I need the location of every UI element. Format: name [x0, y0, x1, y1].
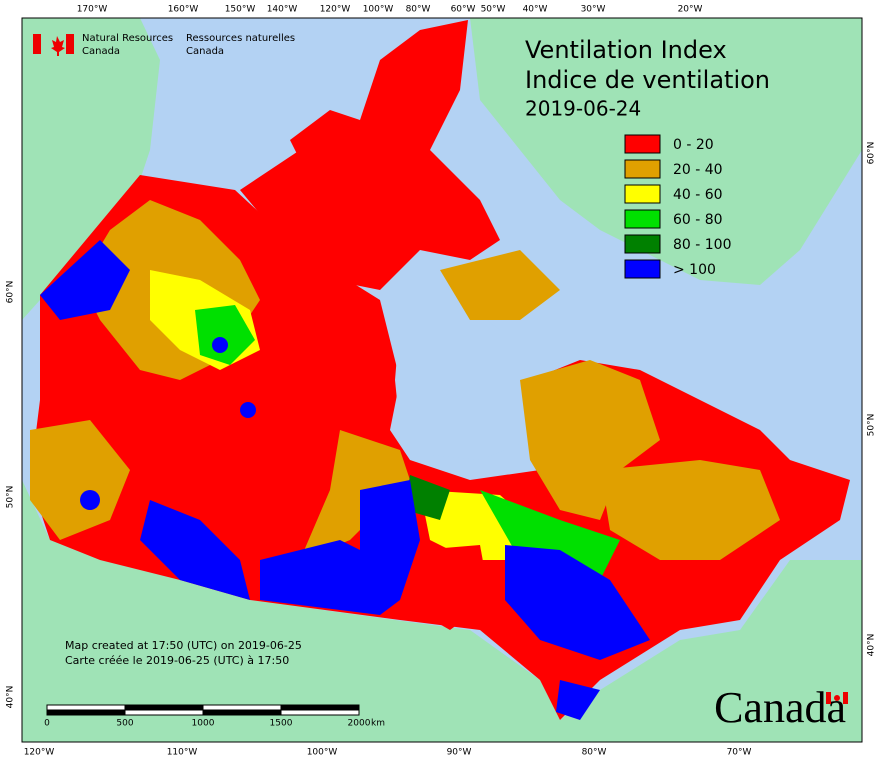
- scale-segment: [280, 704, 360, 711]
- agency-fr: Canada: [186, 46, 224, 57]
- scale-segment: [280, 709, 360, 716]
- bottom-axis-label: 120°W: [24, 748, 55, 758]
- wordmark-flag: [826, 692, 848, 704]
- top-axis-label: 40°W: [523, 5, 548, 15]
- map-frame: [21, 17, 863, 743]
- flag-bar: [66, 34, 74, 54]
- title: Ventilation Index: [525, 36, 727, 64]
- top-axis-label: 140°W: [267, 5, 298, 15]
- credit: Map created at 17:50 (UTC) on 2019-06-25: [65, 639, 302, 652]
- graticule-labels: 170°W 160°W 150°W 140°W 120°W 100°W 80°W 60°W 50…: [6, 5, 877, 758]
- scale-label: 500: [116, 719, 133, 729]
- agency-en: Natural Resources: [82, 33, 173, 44]
- scale-label: 0: [44, 719, 50, 729]
- scale-segment: [46, 709, 126, 716]
- legend: 0 - 20 20 - 40 40 - 60 60 - 80 80 - 100 > 100: [624, 134, 732, 279]
- legend-label: 40 - 60: [673, 187, 723, 203]
- legend-label: > 100: [673, 262, 716, 278]
- right-axis-label: 50°N: [867, 414, 877, 437]
- top-axis-label: 60°W: [451, 5, 476, 15]
- bottom-axis-label: 90°W: [447, 748, 472, 758]
- top-axis-label: 20°W: [678, 5, 703, 15]
- legend-label: 80 - 100: [673, 237, 732, 253]
- left-axis-label: 40°N: [6, 686, 16, 709]
- agency-signature: Natural Resources Canada Ressources natu…: [33, 33, 295, 57]
- title: Indice de ventilation: [525, 66, 770, 94]
- scale-segment: [202, 704, 282, 711]
- legend-swatch: [624, 259, 661, 279]
- top-axis-label: 30°W: [581, 5, 606, 15]
- date: 2019-06-24: [525, 97, 641, 121]
- scale-segment: [46, 704, 126, 711]
- scale-label: 2000: [348, 719, 371, 729]
- scale-segment: [202, 709, 282, 716]
- scale-label: 1500: [270, 719, 293, 729]
- left-axis-label: 60°N: [6, 281, 16, 304]
- map: [22, 18, 862, 742]
- credit: Carte créée le 2019-06-25 (UTC) à 17:50: [65, 654, 289, 667]
- agency-en: Canada: [82, 46, 120, 57]
- left-axis-label: 50°N: [6, 486, 16, 509]
- legend-label: 20 - 40: [673, 162, 723, 178]
- legend-label: 60 - 80: [673, 212, 723, 228]
- bottom-axis-label: 100°W: [307, 748, 338, 758]
- agency-fr: Ressources naturelles: [186, 33, 295, 44]
- legend-label: 0 - 20: [673, 137, 714, 153]
- top-axis-label: 120°W: [320, 5, 351, 15]
- legend-swatch: [624, 159, 661, 179]
- wordmark: Canada: [714, 683, 846, 732]
- top-axis-label: 100°W: [363, 5, 394, 15]
- top-axis-label: 150°W: [225, 5, 256, 15]
- right-axis-label: 40°N: [867, 634, 877, 657]
- flag-leaf: [51, 36, 65, 56]
- right-axis-label: 60°N: [867, 142, 877, 165]
- legend-swatch: [624, 209, 661, 229]
- scale-segment: [124, 704, 204, 711]
- scale-bar: 0 500 1000 1500 2000 km: [44, 704, 385, 729]
- legend-swatch: [624, 184, 661, 204]
- top-axis-label: 170°W: [77, 5, 108, 15]
- legend-swatch: [624, 234, 661, 254]
- top-axis-label: 80°W: [406, 5, 431, 15]
- scale-label: 1000: [192, 719, 215, 729]
- top-axis-label: 160°W: [168, 5, 199, 15]
- legend-swatch: [624, 134, 661, 154]
- bottom-axis-label: 70°W: [727, 748, 752, 758]
- top-axis-label: 50°W: [481, 5, 506, 15]
- flag-bar: [33, 34, 41, 54]
- scale-segment: [124, 709, 204, 716]
- scale-unit: km: [371, 719, 385, 729]
- bottom-axis-label: 110°W: [167, 748, 198, 758]
- bottom-axis-label: 80°W: [582, 748, 607, 758]
